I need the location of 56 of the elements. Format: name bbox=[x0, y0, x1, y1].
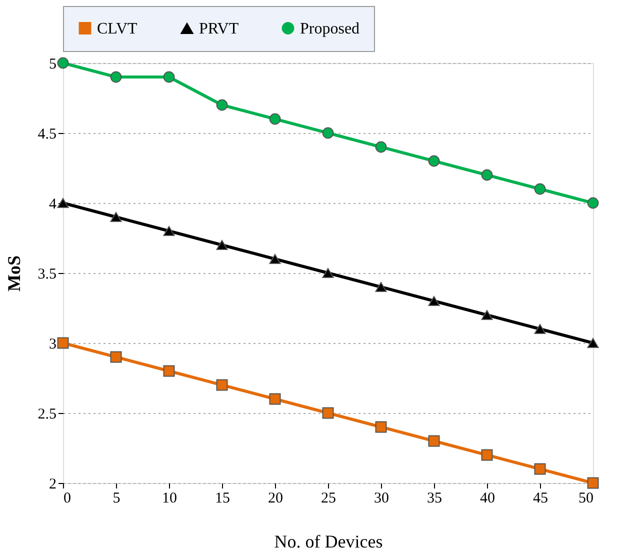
legend-label: PRVT bbox=[199, 20, 239, 38]
point bbox=[322, 407, 334, 419]
point bbox=[216, 99, 228, 111]
point bbox=[110, 351, 122, 363]
x-tick-label: 25 bbox=[321, 490, 336, 506]
point bbox=[110, 71, 122, 83]
point bbox=[375, 421, 387, 433]
x-tick-label: 45 bbox=[533, 490, 548, 506]
point bbox=[322, 127, 334, 139]
legend-label: Proposed bbox=[300, 20, 360, 38]
point bbox=[375, 282, 387, 292]
y-axis-title: MoS bbox=[4, 256, 24, 292]
x-tick-label: 35 bbox=[427, 490, 442, 506]
point bbox=[587, 197, 599, 209]
point bbox=[163, 365, 175, 377]
y-tick-label: 3 bbox=[49, 336, 56, 352]
y-tick-label: 4 bbox=[49, 196, 57, 212]
point bbox=[216, 240, 228, 250]
y-tick-label: 5 bbox=[49, 56, 56, 72]
point bbox=[428, 155, 440, 167]
point bbox=[481, 310, 493, 320]
point bbox=[534, 324, 546, 334]
y-tick-label: 2 bbox=[49, 476, 56, 492]
y-tick-label: 3.5 bbox=[38, 266, 56, 282]
x-tick-label: 20 bbox=[268, 490, 283, 506]
point bbox=[481, 449, 493, 461]
legend-label: CLVT bbox=[97, 20, 138, 38]
point bbox=[322, 268, 334, 278]
point bbox=[587, 477, 599, 489]
point bbox=[163, 71, 175, 83]
y-tick-label: 2.5 bbox=[38, 406, 56, 422]
x-tick-label: 10 bbox=[162, 490, 177, 506]
y-tick-label: 4.5 bbox=[38, 126, 56, 142]
point bbox=[216, 379, 228, 391]
point bbox=[269, 113, 281, 125]
x-tick-label: 30 bbox=[374, 490, 389, 506]
point bbox=[57, 57, 69, 69]
point bbox=[534, 183, 546, 195]
point bbox=[269, 254, 281, 264]
point bbox=[57, 198, 69, 208]
point bbox=[428, 296, 440, 306]
point bbox=[428, 435, 440, 447]
point bbox=[481, 169, 493, 181]
x-tick-label: 50 bbox=[578, 490, 594, 506]
x-axis-title: No. of Devices bbox=[274, 532, 383, 552]
point bbox=[375, 141, 387, 153]
point bbox=[110, 212, 122, 222]
x-tick-label: 0 bbox=[64, 490, 71, 506]
point bbox=[587, 338, 599, 348]
point bbox=[269, 393, 281, 405]
point bbox=[163, 226, 175, 236]
x-tick-label: 40 bbox=[480, 490, 495, 506]
point bbox=[57, 337, 69, 349]
point bbox=[534, 463, 546, 475]
x-tick-label: 5 bbox=[112, 490, 120, 506]
x-tick-label: 15 bbox=[215, 490, 230, 506]
